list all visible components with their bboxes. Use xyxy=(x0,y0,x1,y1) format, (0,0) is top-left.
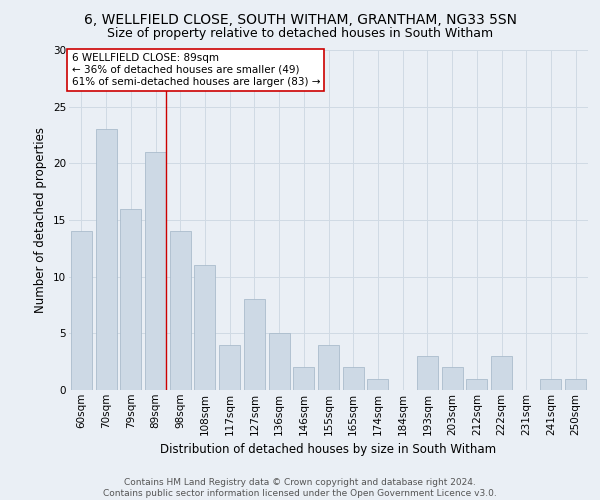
Text: 6, WELLFIELD CLOSE, SOUTH WITHAM, GRANTHAM, NG33 5SN: 6, WELLFIELD CLOSE, SOUTH WITHAM, GRANTH… xyxy=(83,12,517,26)
Bar xyxy=(293,368,314,390)
Bar xyxy=(343,368,364,390)
Bar xyxy=(442,368,463,390)
Bar xyxy=(71,232,92,390)
Bar xyxy=(244,300,265,390)
Bar xyxy=(565,378,586,390)
Text: Size of property relative to detached houses in South Witham: Size of property relative to detached ho… xyxy=(107,28,493,40)
Bar xyxy=(219,344,240,390)
Text: 6 WELLFIELD CLOSE: 89sqm
← 36% of detached houses are smaller (49)
61% of semi-d: 6 WELLFIELD CLOSE: 89sqm ← 36% of detach… xyxy=(71,54,320,86)
Bar xyxy=(367,378,388,390)
Bar xyxy=(269,334,290,390)
Bar xyxy=(170,232,191,390)
Bar xyxy=(491,356,512,390)
Bar xyxy=(541,378,562,390)
Text: Contains HM Land Registry data © Crown copyright and database right 2024.
Contai: Contains HM Land Registry data © Crown c… xyxy=(103,478,497,498)
Bar xyxy=(120,208,141,390)
Bar xyxy=(318,344,339,390)
X-axis label: Distribution of detached houses by size in South Witham: Distribution of detached houses by size … xyxy=(160,443,497,456)
Bar xyxy=(466,378,487,390)
Y-axis label: Number of detached properties: Number of detached properties xyxy=(34,127,47,313)
Bar xyxy=(417,356,438,390)
Bar xyxy=(95,130,116,390)
Bar xyxy=(194,266,215,390)
Bar xyxy=(145,152,166,390)
